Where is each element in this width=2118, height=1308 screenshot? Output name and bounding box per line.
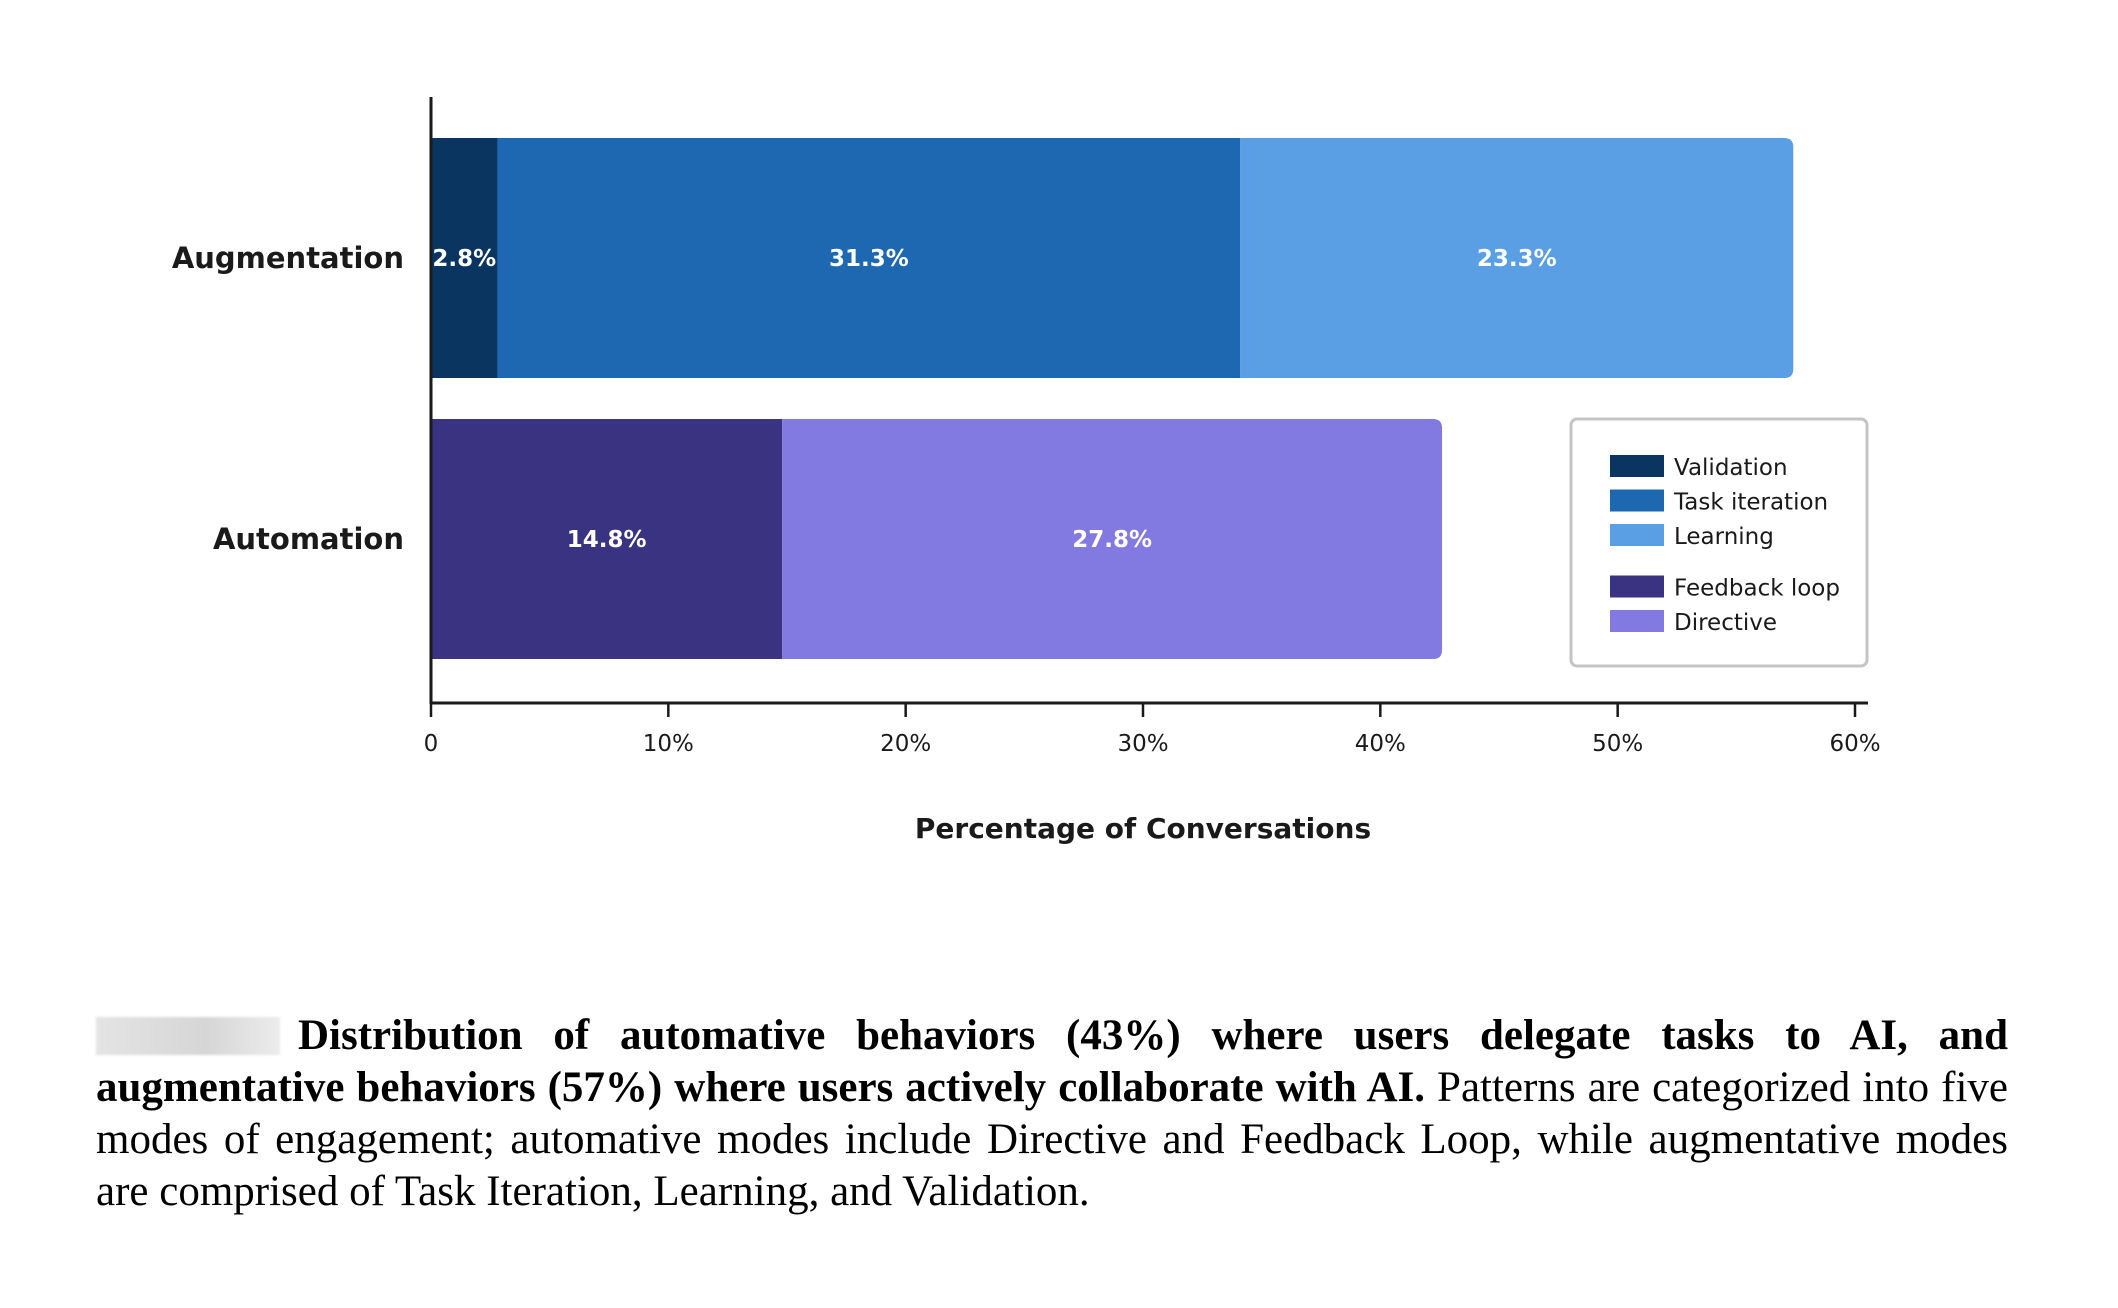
- caption-text: Patterns are categorized into five modes…: [96, 1064, 2008, 1215]
- legend-label-directive: Directive: [1674, 610, 1777, 636]
- legend-label-feedback-loop: Feedback loop: [1674, 576, 1840, 602]
- legend-swatch-validation: [1610, 455, 1664, 477]
- bar-label-feedback-loop: 14.8%: [567, 527, 647, 553]
- legend-swatch-directive: [1610, 610, 1664, 632]
- bar-feedback-loop: [431, 419, 783, 659]
- x-tick-label: 30%: [1117, 731, 1168, 757]
- bar-task-iteration: [497, 138, 1241, 378]
- figure-caption: Distribution of automative behaviors (43…: [96, 1010, 2008, 1218]
- legend-label-learning: Learning: [1674, 524, 1774, 550]
- legend-swatch-learning: [1610, 524, 1664, 546]
- legend-label-task-iteration: Task iteration: [1673, 490, 1828, 516]
- stacked-bar-chart: 2.8% 31.3% 23.3% 14.8% 27.8% Augmentation Auto…: [172, 97, 1881, 845]
- bar-label-task-iteration: 31.3%: [829, 246, 909, 272]
- legend-swatch-task-iteration: [1610, 489, 1664, 512]
- bar-directive: [782, 419, 1443, 659]
- x-axis-title: Percentage of Conversations: [915, 812, 1371, 845]
- legend-box: [1569, 417, 1869, 668]
- bar-label-validation: 2.8%: [432, 246, 496, 272]
- x-tick-label: 10%: [643, 731, 694, 757]
- legend-swatch-feedback-loop: [1610, 575, 1664, 598]
- category-label-augmentation: Augmentation: [172, 241, 404, 275]
- category-label-automation: Automation: [213, 522, 404, 556]
- bar-validation: [431, 138, 498, 378]
- bar-learning: [1240, 138, 1794, 378]
- bar-label-learning: 23.3%: [1477, 246, 1557, 272]
- caption-bold: Distribution of automative behaviors (43…: [96, 1012, 2008, 1111]
- x-tick-label: 20%: [880, 731, 931, 757]
- x-tick-label: 60%: [1829, 731, 1880, 757]
- x-tick-label: 0: [424, 731, 439, 757]
- legend-label-validation: Validation: [1674, 455, 1788, 481]
- x-tick-label: 40%: [1355, 731, 1406, 757]
- x-tick-label: 50%: [1592, 731, 1643, 757]
- bar-label-directive: 27.8%: [1072, 527, 1152, 553]
- redacted-figure-number: [96, 1017, 280, 1055]
